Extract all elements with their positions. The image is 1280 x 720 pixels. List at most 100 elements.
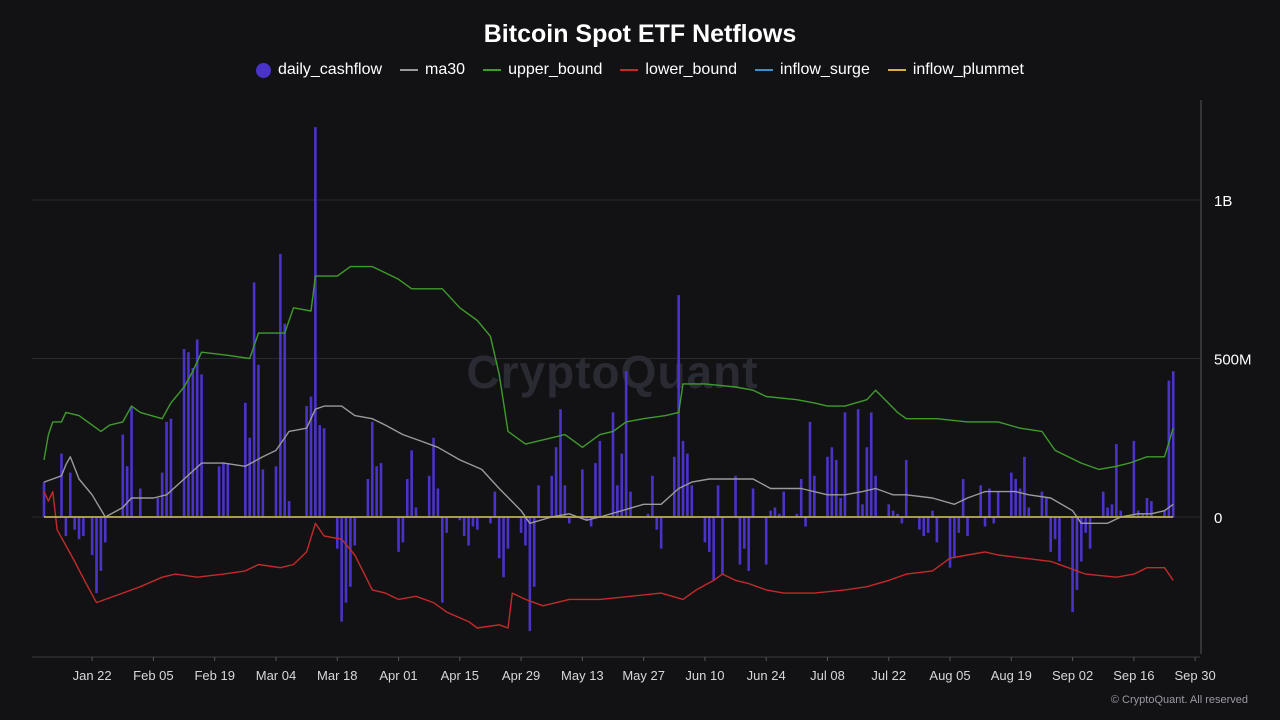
cashflow-bar[interactable] — [961, 478, 965, 517]
legend-item-inflow-surge[interactable]: inflow_surge — [755, 61, 870, 79]
cashflow-bar[interactable] — [471, 517, 475, 527]
cashflow-bar[interactable] — [436, 488, 440, 517]
cashflow-bar[interactable] — [1023, 456, 1026, 517]
cashflow-bar[interactable] — [73, 517, 76, 530]
cashflow-bar[interactable] — [983, 517, 987, 527]
cashflow-bar[interactable] — [248, 437, 252, 517]
cashflow-bar[interactable] — [506, 517, 510, 549]
cashflow-bar[interactable] — [686, 453, 689, 517]
cashflow-bar[interactable] — [1106, 507, 1109, 517]
cashflow-bar[interactable] — [734, 475, 737, 517]
cashflow-bar[interactable] — [528, 517, 532, 632]
cashflow-bar[interactable] — [95, 517, 98, 594]
cashflow-bar[interactable] — [743, 517, 746, 549]
cashflow-bar[interactable] — [244, 402, 247, 517]
cashflow-bar[interactable] — [1167, 380, 1171, 517]
cashflow-bar[interactable] — [375, 466, 378, 517]
cashflow-bar[interactable] — [747, 517, 750, 571]
cashflow-bar[interactable] — [1045, 497, 1048, 517]
cashflow-bar[interactable] — [191, 368, 195, 517]
cashflow-bar[interactable] — [42, 482, 46, 517]
cashflow-bar[interactable] — [922, 517, 926, 537]
cashflow-bar[interactable] — [1150, 501, 1153, 517]
cashflow-bar[interactable] — [1132, 440, 1136, 517]
cashflow-bar[interactable] — [830, 447, 834, 517]
legend-item-lower-bound[interactable]: lower_bound — [620, 61, 737, 79]
cashflow-bar[interactable] — [121, 434, 125, 517]
cashflow-bar[interactable] — [953, 517, 956, 559]
cashflow-bar[interactable] — [804, 517, 807, 527]
cashflow-bar[interactable] — [869, 412, 873, 517]
cashflow-bar[interactable] — [103, 517, 107, 543]
cashflow-bar[interactable] — [1040, 491, 1044, 517]
cashflow-bar[interactable] — [252, 282, 256, 517]
cashflow-bar[interactable] — [502, 517, 505, 578]
cashflow-bar[interactable] — [1014, 478, 1017, 517]
cashflow-bar[interactable] — [274, 466, 278, 517]
cashflow-bar[interactable] — [1141, 513, 1144, 517]
cashflow-bar[interactable] — [896, 513, 899, 517]
cashflow-bar[interactable] — [616, 485, 619, 517]
cashflow-bar[interactable] — [187, 352, 190, 517]
cashflow-bar[interactable] — [563, 485, 567, 517]
cashflow-bar[interactable] — [410, 450, 413, 517]
cashflow-bar[interactable] — [659, 517, 663, 549]
legend-item-ma30[interactable]: ma30 — [400, 61, 465, 79]
cashflow-bar[interactable] — [182, 348, 186, 517]
cashflow-bar[interactable] — [996, 491, 1000, 517]
cashflow-bar[interactable] — [887, 504, 891, 517]
cashflow-bar[interactable] — [559, 409, 562, 517]
cashflow-bar[interactable] — [957, 517, 961, 533]
cashflow-bar[interactable] — [1018, 488, 1022, 517]
cashflow-bar[interactable] — [856, 409, 860, 517]
cashflow-bar[interactable] — [1075, 517, 1079, 590]
cashflow-bar[interactable] — [773, 507, 777, 517]
cashflow-bar[interactable] — [1163, 510, 1166, 517]
cashflow-bar[interactable] — [1058, 517, 1061, 562]
cashflow-bar[interactable] — [651, 475, 654, 517]
cashflow-bar[interactable] — [1115, 444, 1118, 517]
cashflow-bar[interactable] — [200, 374, 203, 517]
cashflow-bar[interactable] — [537, 485, 540, 517]
cashflow-bar[interactable] — [489, 517, 492, 524]
cashflow-bar[interactable] — [532, 517, 536, 587]
cashflow-bar[interactable] — [594, 463, 597, 517]
cashflow-bar[interactable] — [169, 418, 173, 517]
cashflow-bar[interactable] — [370, 421, 374, 517]
cashflow-bar[interactable] — [322, 428, 326, 517]
cashflow-bar[interactable] — [340, 517, 343, 622]
cashflow-bar[interactable] — [979, 485, 982, 517]
cashflow-bar[interactable] — [948, 517, 952, 568]
cashflow-bar[interactable] — [585, 517, 589, 521]
cashflow-bar[interactable] — [843, 412, 847, 517]
cashflow-bar[interactable] — [397, 517, 400, 552]
cashflow-bar[interactable] — [1027, 507, 1031, 517]
cashflow-bar[interactable] — [904, 459, 908, 517]
cashflow-bar[interactable] — [769, 510, 772, 517]
cashflow-bar[interactable] — [581, 469, 584, 517]
cashflow-bar[interactable] — [493, 491, 497, 517]
cashflow-bar[interactable] — [966, 517, 969, 537]
cashflow-bar[interactable] — [497, 517, 501, 559]
cashflow-bar[interactable] — [834, 459, 838, 517]
upper-bound-line[interactable] — [43, 265, 1174, 471]
cashflow-bar[interactable] — [441, 517, 444, 603]
cashflow-bar[interactable] — [1010, 472, 1013, 517]
cashflow-bar[interactable] — [60, 453, 63, 517]
cashflow-bar[interactable] — [611, 412, 615, 517]
legend-item-upper-bound[interactable]: upper_bound — [483, 61, 602, 79]
cashflow-bar[interactable] — [217, 466, 221, 517]
cashflow-bar[interactable] — [125, 466, 129, 517]
cashflow-bar[interactable] — [655, 517, 659, 530]
cashflow-bar[interactable] — [90, 517, 94, 556]
cashflow-bar[interactable] — [716, 485, 720, 517]
legend-item-daily-cashflow[interactable]: daily_cashflow — [255, 61, 382, 79]
cashflow-bar[interactable] — [314, 127, 317, 517]
cashflow-bar[interactable] — [589, 517, 593, 527]
cashflow-bar[interactable] — [813, 475, 816, 517]
cashflow-bar[interactable] — [524, 517, 527, 546]
cashflow-bar[interactable] — [799, 478, 803, 517]
cashflow-bar[interactable] — [808, 421, 812, 517]
cashflow-bar[interactable] — [918, 517, 921, 530]
cashflow-bar[interactable] — [77, 517, 81, 540]
